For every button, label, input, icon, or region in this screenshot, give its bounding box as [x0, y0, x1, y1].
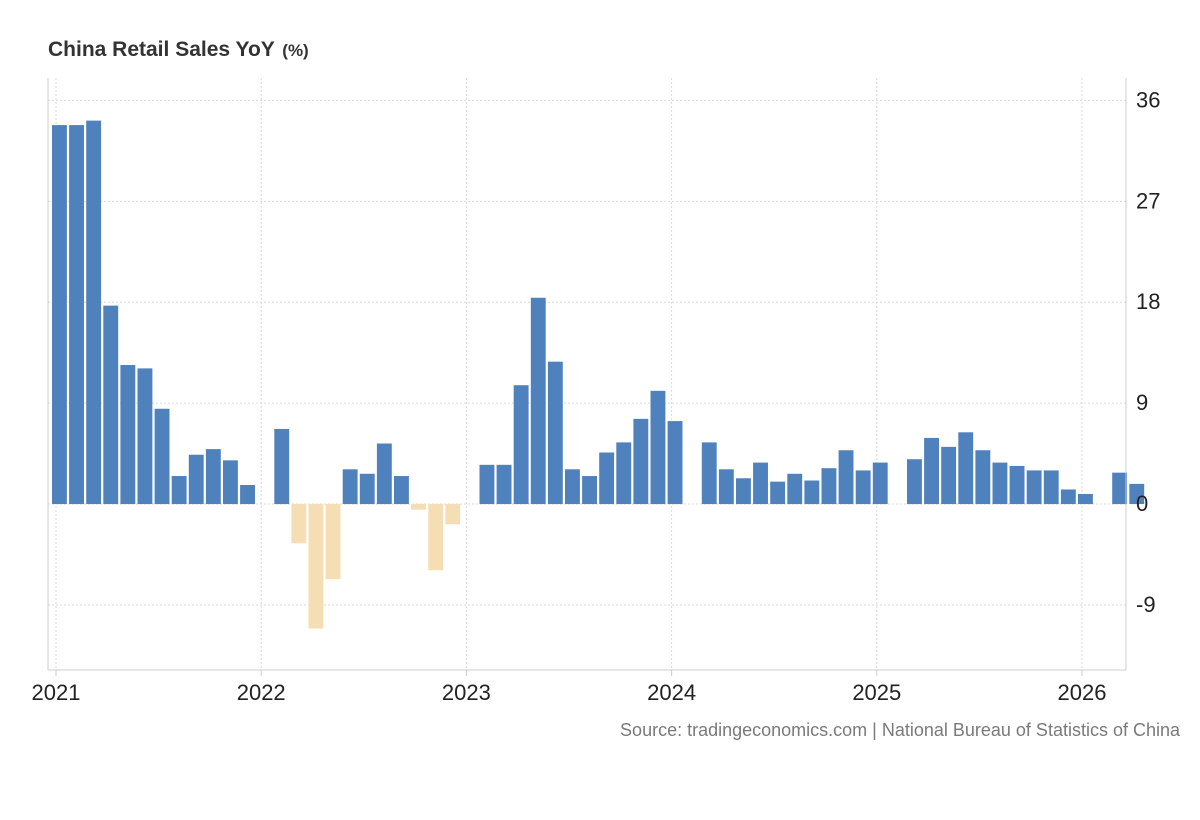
- bar: [69, 125, 84, 505]
- bar: [342, 469, 358, 505]
- bar: [120, 365, 136, 505]
- bar: [1043, 470, 1059, 505]
- bar: [171, 476, 187, 505]
- bar: [958, 432, 974, 505]
- bar: [530, 297, 546, 505]
- bar: [582, 476, 597, 505]
- bar: [205, 449, 221, 505]
- bar: [394, 476, 409, 505]
- bar: [274, 428, 290, 505]
- bar: [1060, 489, 1076, 505]
- chart-title-unit: (%): [282, 41, 309, 60]
- x-tick-label: 2021: [32, 680, 81, 705]
- bar: [1129, 483, 1145, 505]
- bar: [667, 421, 683, 505]
- bar: [975, 450, 991, 505]
- bar: [855, 470, 871, 505]
- bar: [718, 469, 734, 505]
- bar: [941, 446, 957, 505]
- bar: [479, 464, 495, 505]
- bar: [787, 473, 803, 505]
- bar: [701, 442, 717, 505]
- y-tick-label: 0: [1136, 491, 1148, 516]
- bar: [188, 454, 204, 505]
- bar: [496, 464, 512, 505]
- bar: [52, 125, 67, 505]
- bar: [223, 460, 238, 505]
- bar: [924, 437, 939, 505]
- y-tick-label: -9: [1136, 592, 1156, 617]
- x-tick-label: 2025: [852, 680, 901, 705]
- bar: [547, 361, 563, 505]
- bar: [907, 459, 922, 505]
- bar: [445, 504, 461, 525]
- x-tick-label: 2022: [237, 680, 286, 705]
- bar: [428, 504, 444, 571]
- bar: [1112, 472, 1128, 505]
- bars: [52, 120, 1145, 629]
- bar: [633, 418, 649, 505]
- bar: [770, 481, 786, 505]
- bar: [376, 443, 392, 505]
- bar: [359, 473, 375, 505]
- y-axis-ticks: 36 27 18 9 0 -9: [1136, 87, 1160, 617]
- bar: [736, 478, 751, 505]
- chart-title-text: China Retail Sales YoY: [48, 38, 275, 61]
- bar: [992, 462, 1008, 505]
- bar: [838, 450, 854, 505]
- bar: [103, 305, 119, 505]
- bar: [599, 452, 615, 505]
- bar: [86, 120, 102, 505]
- x-tick-label: 2024: [647, 680, 696, 705]
- bar: [565, 469, 580, 505]
- y-tick-label: 36: [1136, 87, 1160, 112]
- bar: [804, 480, 820, 505]
- x-tick-label: 2026: [1058, 680, 1107, 705]
- x-axis-ticks: 2021 2022 2023 2024 2025 2026: [32, 680, 1107, 705]
- bar: [1078, 493, 1093, 505]
- y-tick-label: 27: [1136, 188, 1160, 213]
- bar: [137, 368, 153, 505]
- bar: [240, 485, 255, 505]
- bar: [154, 408, 170, 505]
- y-tick-label: 18: [1136, 289, 1160, 314]
- bar: [616, 442, 632, 505]
- bar: [650, 390, 666, 505]
- x-tick-label: 2023: [442, 680, 491, 705]
- y-tick-label: 9: [1136, 390, 1148, 415]
- axes: [47, 78, 1127, 676]
- bar: [753, 462, 768, 505]
- bar: [872, 462, 888, 505]
- bar: [291, 504, 307, 544]
- bar: [325, 504, 341, 580]
- chart-title: China Retail Sales YoY (%): [48, 38, 309, 62]
- bar: [513, 385, 529, 505]
- source-attribution: Source: tradingeconomics.com | National …: [620, 720, 1180, 740]
- bar: [1026, 470, 1042, 505]
- bar: [821, 468, 837, 505]
- bar: [308, 504, 324, 629]
- bar: [411, 504, 426, 510]
- grid: [48, 78, 1126, 670]
- bar: [1009, 465, 1025, 505]
